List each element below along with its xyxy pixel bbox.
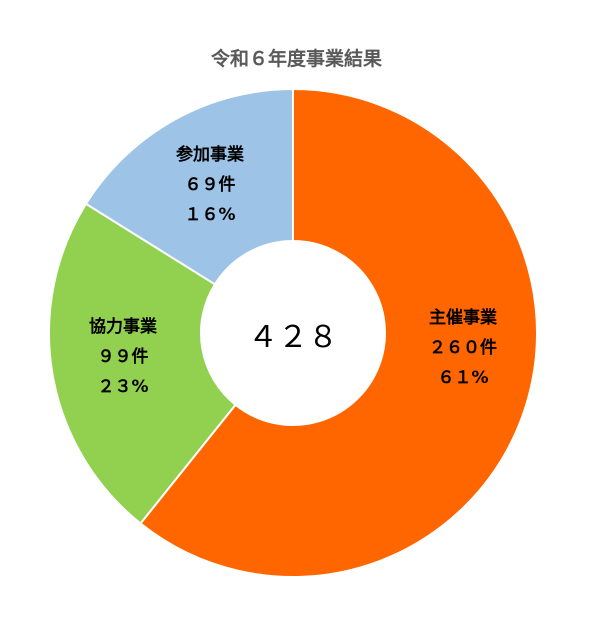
donut-slice-2 [48, 202, 237, 525]
slice-percent-label: ２３% [97, 377, 148, 397]
slice-count-label: ２６０件 [429, 337, 497, 358]
center-total-label: ４２８ [248, 320, 338, 355]
slice-name-label: 参加事業 [176, 144, 244, 165]
slice-percent-label: １６% [184, 205, 235, 225]
slice-name-label: 協力事業 [89, 316, 157, 337]
slice-percent-label: ６１% [437, 368, 488, 388]
slice-name-label: 主催事業 [429, 307, 497, 328]
slice-count-label: ６９件 [185, 174, 236, 195]
chart-title: 令和６年度事業結果 [210, 48, 382, 70]
slice-count-label: ９９件 [98, 346, 149, 367]
donut-slice-3 [84, 87, 294, 286]
donut-slice-1 [139, 87, 538, 578]
